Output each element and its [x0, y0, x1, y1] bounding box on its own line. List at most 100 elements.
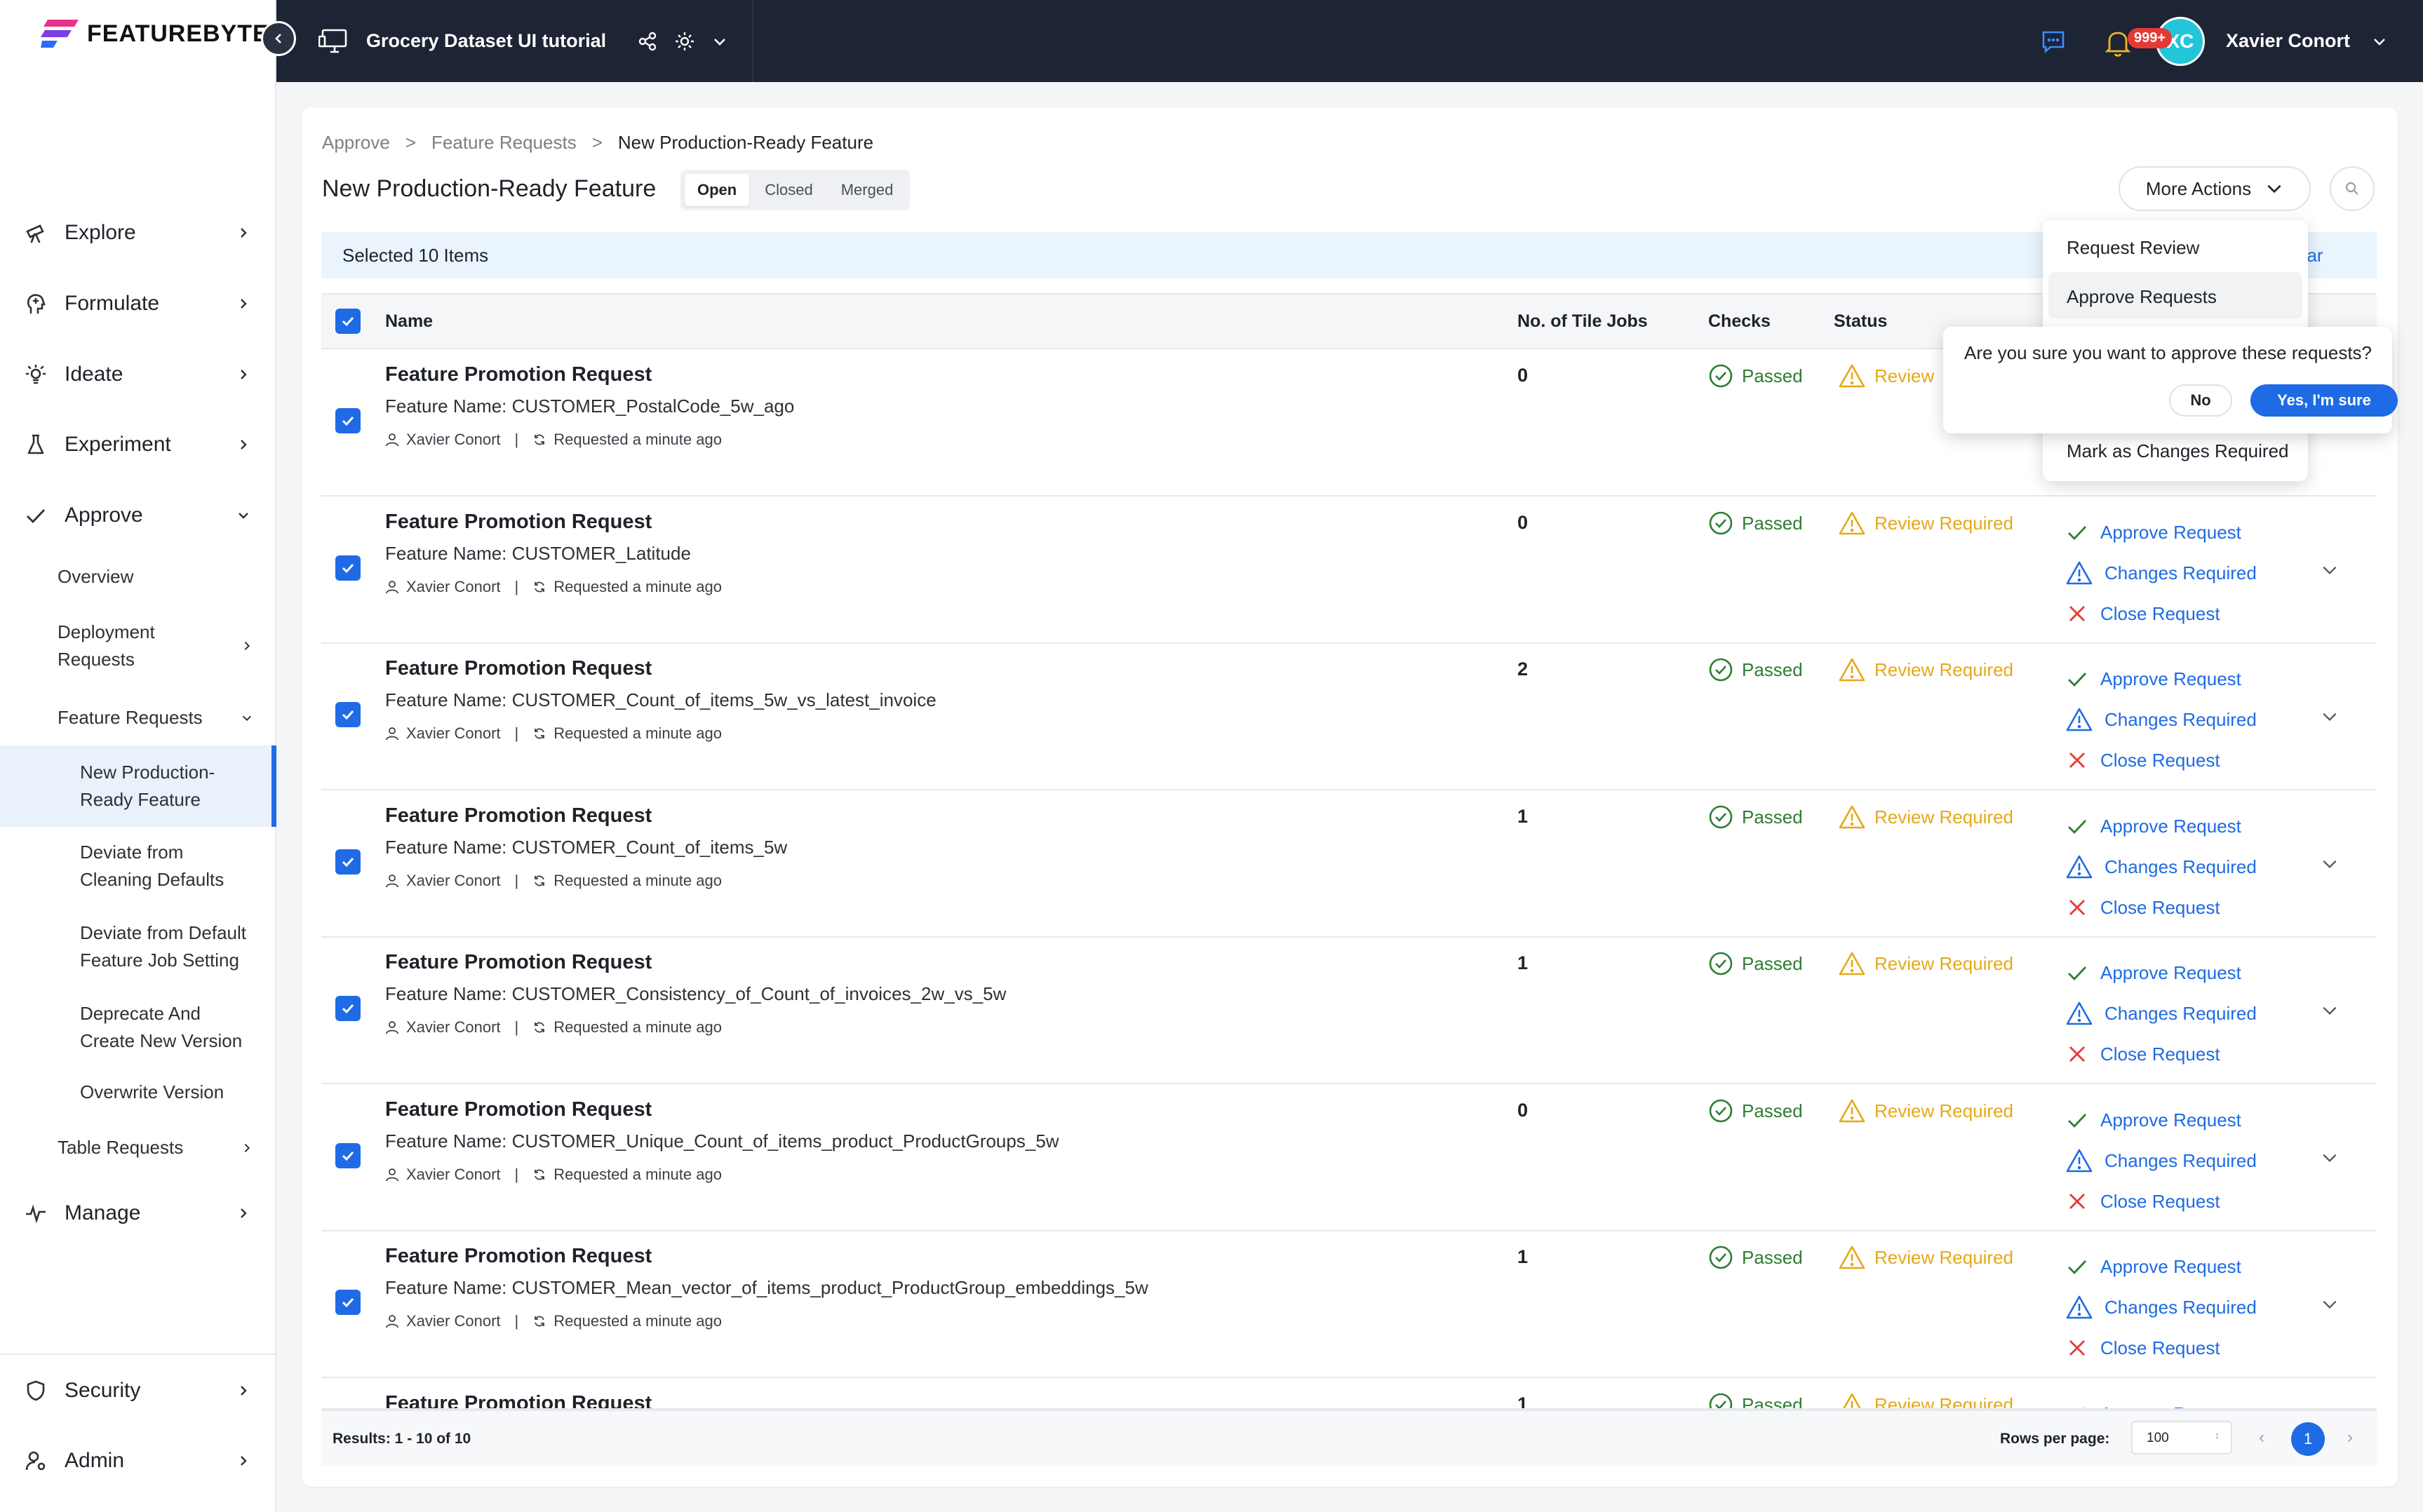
notifications[interactable]: 999+: [2104, 17, 2173, 66]
chat-icon[interactable]: [2039, 27, 2067, 55]
row-expand-button[interactable]: [2321, 1149, 2339, 1167]
table-row[interactable]: Feature Promotion Request Feature Name: C…: [321, 349, 2377, 497]
sidebar-item-deviate-job-setting[interactable]: Deviate from Default Feature Job Setting: [80, 919, 255, 974]
sidebar-item-manage[interactable]: Manage: [24, 1196, 255, 1231]
project-switcher[interactable]: Grocery Dataset UI tutorial: [318, 0, 728, 82]
row-expand-button[interactable]: [2321, 561, 2339, 579]
sidebar-item-table-requests[interactable]: Table Requests: [58, 1134, 261, 1161]
share-icon[interactable]: [637, 31, 658, 52]
table-row[interactable]: Feature Promotion Request Feature Name: C…: [321, 790, 2377, 938]
sidebar-item-explore[interactable]: Explore: [24, 215, 255, 250]
close-request-button[interactable]: Close Request: [2065, 1034, 2257, 1074]
changes-required-button[interactable]: Changes Required: [2065, 846, 2257, 887]
request-title[interactable]: Feature Promotion Request: [385, 657, 652, 680]
user-name[interactable]: Xavier Conort: [2225, 30, 2350, 51]
table-row[interactable]: Feature Promotion Request Feature Name: C…: [321, 497, 2377, 644]
sidebar-item-security[interactable]: Security: [24, 1373, 255, 1408]
chevron-down-icon[interactable]: [2321, 1149, 2339, 1167]
approve-request-button[interactable]: Approve Request: [2065, 659, 2257, 699]
approve-request-button[interactable]: Approve Request: [2065, 952, 2257, 993]
chevron-down-icon[interactable]: [2321, 855, 2339, 873]
changes-required-button[interactable]: Changes Required: [2065, 993, 2257, 1034]
sidebar-item-approve[interactable]: Approve: [24, 498, 255, 533]
changes-required-button[interactable]: Changes Required: [2065, 1287, 2257, 1328]
request-title[interactable]: Feature Promotion Request: [385, 1245, 652, 1267]
sidebar-item-formulate[interactable]: Formulate: [24, 286, 255, 321]
sidebar-item-deployment-requests[interactable]: Deployment Requests: [58, 619, 261, 673]
row-expand-button[interactable]: [2321, 1001, 2339, 1020]
table-row[interactable]: Feature Promotion Request Feature Name: C…: [321, 643, 2377, 790]
approve-request-button[interactable]: Approve Request: [2065, 1246, 2257, 1287]
request-title[interactable]: Feature Promotion Request: [385, 1098, 652, 1121]
approve-request-button[interactable]: Approve Request: [2065, 512, 2257, 553]
request-title[interactable]: Feature Promotion Request: [385, 1392, 652, 1410]
column-status[interactable]: Status: [1834, 311, 1888, 331]
request-title[interactable]: Feature Promotion Request: [385, 951, 652, 973]
close-request-button[interactable]: Close Request: [2065, 1181, 2257, 1222]
request-title[interactable]: Feature Promotion Request: [385, 804, 652, 827]
chevron-down-icon[interactable]: [2321, 708, 2339, 726]
row-checkbox[interactable]: [335, 555, 361, 581]
sidebar-item-experiment[interactable]: Experiment: [24, 427, 255, 462]
tab-merged[interactable]: Merged: [840, 181, 894, 198]
row-checkbox[interactable]: [335, 996, 361, 1021]
search-button[interactable]: [2330, 166, 2375, 211]
row-expand-button[interactable]: [2321, 708, 2339, 726]
tab-open[interactable]: Open: [685, 174, 750, 206]
row-checkbox[interactable]: [335, 849, 361, 875]
row-checkbox[interactable]: [335, 702, 361, 727]
close-request-button[interactable]: Close Request: [2065, 593, 2257, 634]
confirm-yes-button[interactable]: Yes, I'm sure: [2250, 384, 2398, 417]
row-expand-button[interactable]: [2321, 855, 2339, 873]
sidebar-item-feature-requests[interactable]: Feature Requests: [58, 704, 261, 731]
column-name[interactable]: Name: [385, 311, 434, 331]
column-tile-jobs[interactable]: No. of Tile Jobs: [1517, 311, 1648, 331]
gear-icon[interactable]: [673, 30, 696, 53]
chevron-down-icon[interactable]: [2321, 1295, 2339, 1314]
row-checkbox[interactable]: [335, 1290, 361, 1315]
table-row[interactable]: Feature Promotion Request Feature Name: C…: [321, 937, 2377, 1084]
table-row[interactable]: Feature Promotion Request Feature Name: C…: [321, 1231, 2377, 1378]
row-checkbox[interactable]: [335, 1143, 361, 1168]
sidebar-item-deviate-cleaning[interactable]: Deviate from Cleaning Defaults: [80, 839, 255, 893]
sidebar-collapse-button[interactable]: [261, 21, 296, 56]
tab-closed[interactable]: Closed: [765, 181, 813, 198]
request-title[interactable]: Feature Promotion Request: [385, 511, 652, 533]
next-page-button[interactable]: ›: [2347, 1428, 2353, 1447]
sidebar-item-overwrite-version[interactable]: Overwrite Version: [80, 1079, 255, 1106]
approve-request-button[interactable]: Approve Request: [2065, 806, 2257, 846]
table-row[interactable]: Feature Promotion Request 1 Passed Review R…: [321, 1378, 2377, 1410]
request-title[interactable]: Feature Promotion Request: [385, 363, 652, 386]
sidebar-item-admin[interactable]: Admin: [24, 1443, 255, 1478]
breadcrumb-feature-requests[interactable]: Feature Requests: [431, 132, 577, 153]
menu-item-approve-requests[interactable]: Approve Requests: [2048, 272, 2302, 318]
sidebar-item-overview[interactable]: Overview: [58, 563, 261, 590]
sidebar-item-new-production-ready-feature[interactable]: New Production- Ready Feature: [80, 759, 255, 814]
menu-item-mark-changes-required[interactable]: Mark as Changes Required: [2067, 440, 2289, 461]
more-actions-button[interactable]: More Actions: [2119, 166, 2311, 211]
changes-required-button[interactable]: Changes Required: [2065, 1140, 2257, 1181]
row-checkbox[interactable]: [335, 408, 361, 433]
rows-per-page-select[interactable]: 100 ↕: [2131, 1421, 2232, 1454]
chevron-down-icon[interactable]: [2321, 1001, 2339, 1020]
logo[interactable]: FEATUREBYTE: [41, 17, 269, 50]
confirm-no-button[interactable]: No: [2169, 384, 2232, 417]
chevron-down-icon[interactable]: [711, 33, 728, 50]
close-request-button[interactable]: Close Request: [2065, 887, 2257, 928]
chevron-down-icon[interactable]: [2321, 561, 2339, 579]
close-request-button[interactable]: Close Request: [2065, 1328, 2257, 1368]
approve-request-button[interactable]: Approve Request: [2065, 1100, 2257, 1140]
breadcrumb-approve[interactable]: Approve: [322, 132, 390, 153]
prev-page-button[interactable]: ‹: [2259, 1428, 2264, 1447]
close-request-button[interactable]: Close Request: [2065, 740, 2257, 781]
sidebar-item-ideate[interactable]: Ideate: [24, 357, 255, 392]
changes-required-button[interactable]: Changes Required: [2065, 553, 2257, 593]
table-row[interactable]: Feature Promotion Request Feature Name: C…: [321, 1084, 2377, 1231]
row-expand-button[interactable]: [2321, 1295, 2339, 1314]
changes-required-button[interactable]: Changes Required: [2065, 699, 2257, 740]
select-all-checkbox[interactable]: [335, 309, 361, 334]
menu-item-request-review[interactable]: Request Review: [2067, 237, 2200, 258]
chevron-down-icon[interactable]: [2371, 33, 2388, 50]
page-number-current[interactable]: 1: [2291, 1422, 2325, 1456]
approve-request-button[interactable]: Approve Request: [2065, 1393, 2257, 1408]
